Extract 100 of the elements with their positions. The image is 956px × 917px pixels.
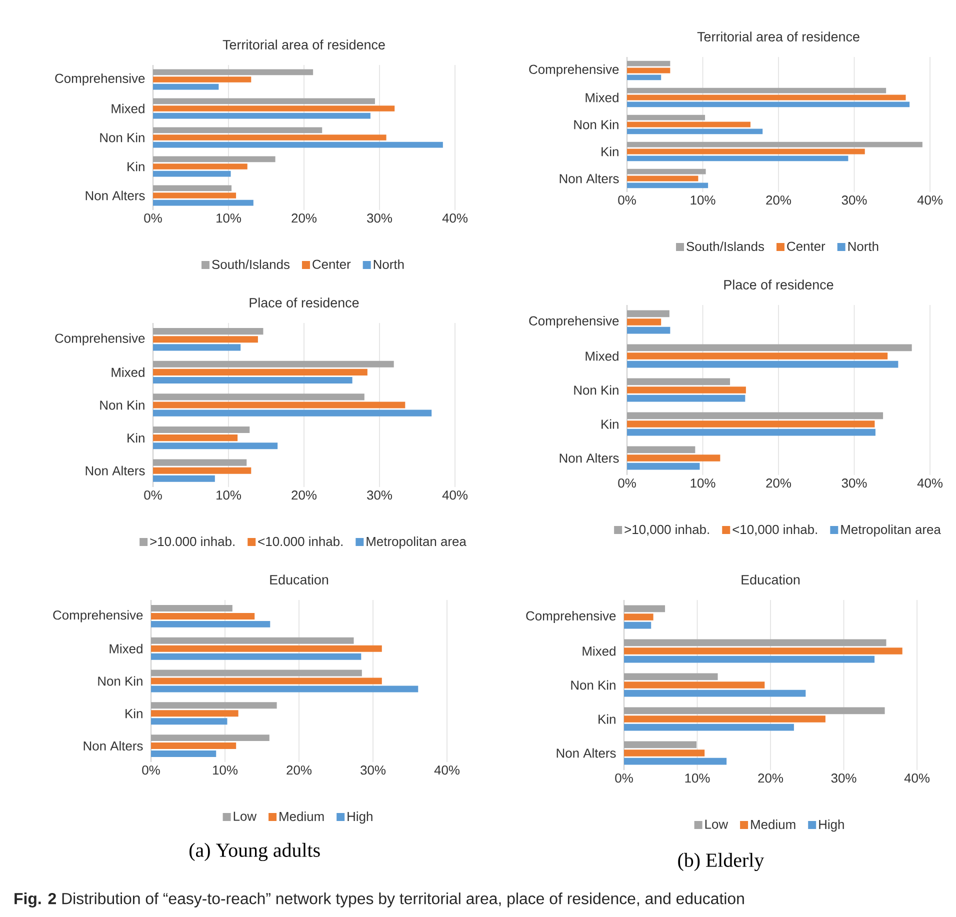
- y-tick-label: Non Alters: [86, 466, 145, 476]
- y-tick-label: Non Alters: [84, 741, 143, 751]
- bar: [151, 686, 418, 692]
- bar: [153, 475, 215, 482]
- x-tick-label: 0%: [142, 766, 160, 775]
- bar: [151, 678, 382, 684]
- y-tick-label: Non Kin: [574, 385, 618, 395]
- bar: [624, 622, 652, 629]
- bar: [624, 656, 875, 663]
- y-tick-label: Non Alters: [86, 190, 145, 200]
- y-tick-label: Kin: [598, 714, 616, 724]
- bar: [153, 112, 370, 119]
- y-tick-label: Non Kin: [574, 120, 618, 130]
- x-tick-label: 30%: [367, 490, 392, 500]
- bar: [627, 420, 875, 428]
- bar: [624, 690, 806, 697]
- bar: [627, 122, 750, 128]
- y-tick-label: Mixed: [586, 92, 618, 102]
- bar: [624, 716, 826, 722]
- x-tick-label: 10%: [216, 490, 242, 500]
- y-tick-label: Non Kin: [100, 400, 144, 410]
- legend-label: North: [848, 242, 878, 252]
- bar: [153, 134, 386, 140]
- bar: [624, 758, 727, 765]
- x-tick-label: 0%: [618, 196, 636, 205]
- y-tick-label: Non Alters: [560, 174, 619, 184]
- bar: [153, 200, 254, 206]
- bar: [153, 142, 443, 148]
- chart-title: Education: [270, 574, 328, 584]
- bar: [153, 376, 352, 384]
- bar: [624, 682, 765, 688]
- y-tick-label: Kin: [128, 433, 144, 442]
- bar: [151, 718, 228, 725]
- bar: [153, 76, 252, 82]
- chart-title: Territorial area of residence: [697, 32, 860, 42]
- legend-label: >10,000 inhab.: [624, 524, 709, 536]
- x-tick-label: 0%: [618, 478, 636, 488]
- bar: [627, 148, 865, 154]
- bar: [627, 428, 876, 436]
- bar: [151, 653, 362, 660]
- y-tick-label: Kin: [128, 162, 144, 172]
- text: Fig. 2 Distribution of “easy-to-reach” network types by territorial area, place of residence, and education: [14, 892, 744, 908]
- y-tick-label: Mixed: [112, 104, 144, 114]
- bar: [153, 84, 219, 90]
- bar: [151, 742, 236, 750]
- x-tick-label: 30%: [360, 766, 386, 775]
- bar: [624, 648, 902, 654]
- text: (a) Young adults: [190, 842, 320, 862]
- bar: [624, 614, 654, 620]
- x-tick-label: 30%: [842, 478, 867, 488]
- x-tick-label: 40%: [442, 214, 468, 223]
- legend-label: South/Islands: [212, 260, 290, 270]
- bar: [153, 368, 368, 376]
- y-tick-label: Non Kin: [100, 132, 144, 142]
- y-tick-label: Comprehensive: [529, 64, 619, 77]
- chart-title: Territorial area of residence: [222, 40, 385, 50]
- chart-title: Place of residence: [724, 280, 834, 290]
- bar: [151, 750, 216, 758]
- legend-label: <10.000 inhab.: [258, 536, 342, 546]
- x-tick-label: 10%: [685, 774, 710, 783]
- legend-label: South/Islands: [686, 242, 764, 252]
- bar: [627, 326, 670, 334]
- bar: [153, 344, 241, 351]
- legend-label: Metropolitan area: [366, 536, 466, 549]
- bar: [151, 710, 238, 717]
- text: (b) Elderly: [678, 852, 764, 872]
- bar: [627, 94, 906, 100]
- bar: [153, 106, 395, 112]
- y-tick-label: Non Alters: [560, 453, 619, 463]
- x-tick-label: 20%: [286, 766, 312, 775]
- y-tick-label: Non Alters: [556, 748, 616, 758]
- x-tick-label: 30%: [367, 214, 392, 223]
- bar: [627, 352, 888, 360]
- x-tick-label: 10%: [690, 196, 716, 205]
- x-tick-label: 20%: [292, 214, 317, 223]
- legend-label: Metropolitan area: [841, 524, 941, 537]
- bar: [627, 318, 662, 326]
- x-tick-label: 20%: [766, 196, 792, 205]
- legend-label: Low: [234, 812, 257, 821]
- legend-label: Medium: [751, 820, 796, 830]
- legend-label: Center: [787, 242, 826, 251]
- bar: [627, 462, 700, 470]
- legend-label: Low: [705, 820, 728, 829]
- y-tick-label: Kin: [126, 708, 142, 718]
- x-tick-label: 40%: [434, 766, 460, 775]
- bar: [627, 102, 910, 108]
- bar: [153, 434, 238, 442]
- x-tick-label: 40%: [442, 490, 468, 500]
- x-tick-label: 40%: [917, 196, 943, 205]
- x-tick-label: 10%: [216, 214, 242, 223]
- bar: [627, 454, 720, 462]
- bar: [153, 192, 236, 198]
- legend-label: High: [348, 812, 372, 824]
- bar: [153, 170, 231, 177]
- x-tick-label: 30%: [842, 196, 867, 205]
- x-tick-label: 10%: [213, 766, 238, 775]
- legend-label: >10.000 inhab.: [150, 536, 234, 546]
- y-tick-label: Comprehensive: [55, 333, 145, 346]
- legend-label: North: [374, 260, 404, 270]
- bar: [153, 442, 278, 450]
